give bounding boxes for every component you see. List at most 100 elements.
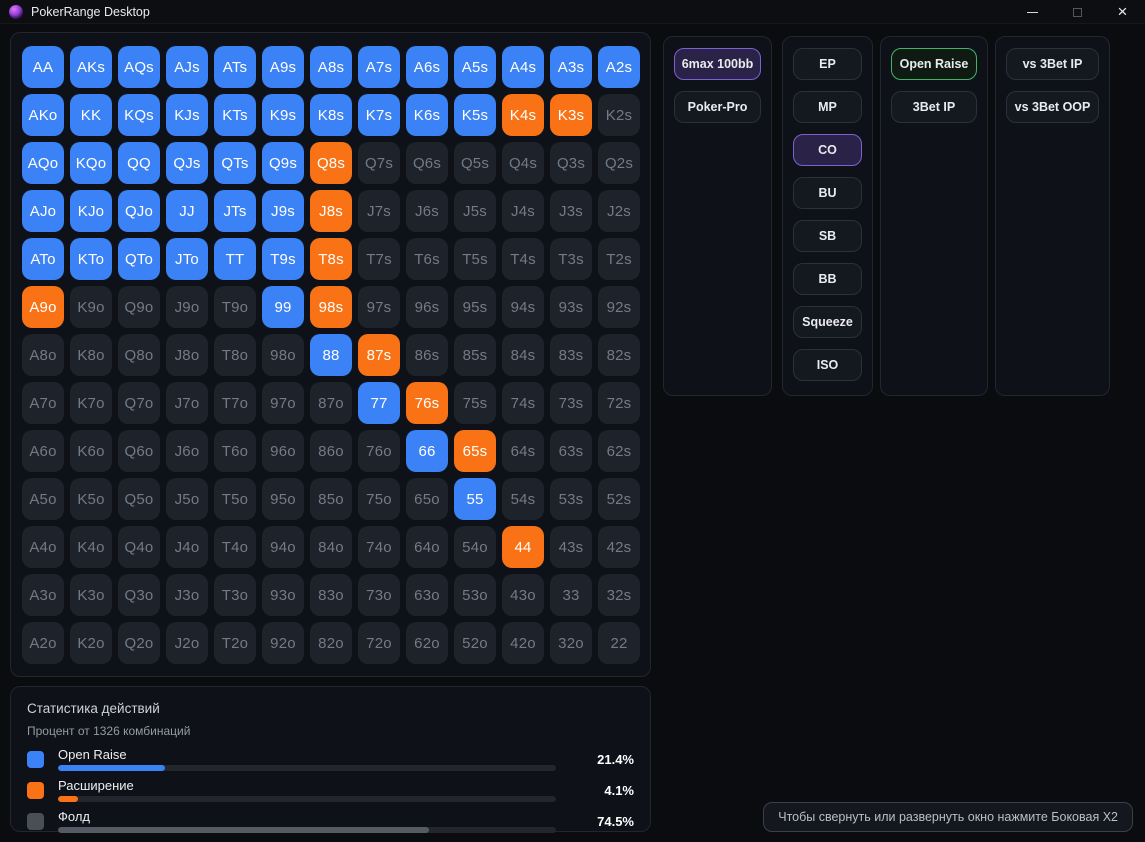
hand-cell-Q8o[interactable]: Q8o bbox=[118, 334, 160, 376]
hand-cell-62s[interactable]: 62s bbox=[598, 430, 640, 472]
hand-cell-42s[interactable]: 42s bbox=[598, 526, 640, 568]
hand-cell-T2s[interactable]: T2s bbox=[598, 238, 640, 280]
hand-cell-Q4o[interactable]: Q4o bbox=[118, 526, 160, 568]
hand-cell-88[interactable]: 88 bbox=[310, 334, 352, 376]
hand-cell-98o[interactable]: 98o bbox=[262, 334, 304, 376]
hand-cell-K4s[interactable]: K4s bbox=[502, 94, 544, 136]
hand-cell-92o[interactable]: 92o bbox=[262, 622, 304, 664]
hand-cell-QJs[interactable]: QJs bbox=[166, 142, 208, 184]
hand-cell-75o[interactable]: 75o bbox=[358, 478, 400, 520]
hand-cell-87o[interactable]: 87o bbox=[310, 382, 352, 424]
hand-cell-T6o[interactable]: T6o bbox=[214, 430, 256, 472]
hand-cell-A6o[interactable]: A6o bbox=[22, 430, 64, 472]
hand-cell-T2o[interactable]: T2o bbox=[214, 622, 256, 664]
ep-button[interactable]: EP bbox=[793, 48, 862, 80]
hand-cell-A3o[interactable]: A3o bbox=[22, 574, 64, 616]
hand-cell-T5s[interactable]: T5s bbox=[454, 238, 496, 280]
hand-cell-J8s[interactable]: J8s bbox=[310, 190, 352, 232]
hand-cell-99[interactable]: 99 bbox=[262, 286, 304, 328]
hand-cell-A9s[interactable]: A9s bbox=[262, 46, 304, 88]
hand-cell-32s[interactable]: 32s bbox=[598, 574, 640, 616]
hand-cell-43o[interactable]: 43o bbox=[502, 574, 544, 616]
hand-cell-Q2s[interactable]: Q2s bbox=[598, 142, 640, 184]
hand-cell-65s[interactable]: 65s bbox=[454, 430, 496, 472]
hand-cell-JTs[interactable]: JTs bbox=[214, 190, 256, 232]
hand-cell-74s[interactable]: 74s bbox=[502, 382, 544, 424]
hand-cell-J5s[interactable]: J5s bbox=[454, 190, 496, 232]
hand-cell-76s[interactable]: 76s bbox=[406, 382, 448, 424]
hand-cell-K2s[interactable]: K2s bbox=[598, 94, 640, 136]
hand-cell-94s[interactable]: 94s bbox=[502, 286, 544, 328]
hand-cell-Q6s[interactable]: Q6s bbox=[406, 142, 448, 184]
hand-cell-KJs[interactable]: KJs bbox=[166, 94, 208, 136]
hand-cell-83s[interactable]: 83s bbox=[550, 334, 592, 376]
hand-cell-T3s[interactable]: T3s bbox=[550, 238, 592, 280]
hand-cell-QTo[interactable]: QTo bbox=[118, 238, 160, 280]
hand-cell-T9o[interactable]: T9o bbox=[214, 286, 256, 328]
hand-cell-T4o[interactable]: T4o bbox=[214, 526, 256, 568]
hand-cell-K3s[interactable]: K3s bbox=[550, 94, 592, 136]
hand-cell-T3o[interactable]: T3o bbox=[214, 574, 256, 616]
hand-cell-J6s[interactable]: J6s bbox=[406, 190, 448, 232]
hand-cell-98s[interactable]: 98s bbox=[310, 286, 352, 328]
hand-cell-A7o[interactable]: A7o bbox=[22, 382, 64, 424]
hand-cell-62o[interactable]: 62o bbox=[406, 622, 448, 664]
hand-cell-73o[interactable]: 73o bbox=[358, 574, 400, 616]
hand-cell-T7o[interactable]: T7o bbox=[214, 382, 256, 424]
hand-cell-Q5s[interactable]: Q5s bbox=[454, 142, 496, 184]
hand-cell-53s[interactable]: 53s bbox=[550, 478, 592, 520]
hand-cell-T7s[interactable]: T7s bbox=[358, 238, 400, 280]
maximize-button[interactable] bbox=[1055, 0, 1100, 24]
hand-cell-65o[interactable]: 65o bbox=[406, 478, 448, 520]
minimize-button[interactable] bbox=[1010, 0, 1055, 24]
hand-cell-Q7o[interactable]: Q7o bbox=[118, 382, 160, 424]
hand-cell-T9s[interactable]: T9s bbox=[262, 238, 304, 280]
mp-button[interactable]: MP bbox=[793, 91, 862, 123]
hand-cell-QQ[interactable]: QQ bbox=[118, 142, 160, 184]
iso-button[interactable]: ISO bbox=[793, 349, 862, 381]
hand-cell-K6o[interactable]: K6o bbox=[70, 430, 112, 472]
hand-cell-J4o[interactable]: J4o bbox=[166, 526, 208, 568]
hand-cell-96s[interactable]: 96s bbox=[406, 286, 448, 328]
hand-cell-74o[interactable]: 74o bbox=[358, 526, 400, 568]
bb-button[interactable]: BB bbox=[793, 263, 862, 295]
hand-cell-K8o[interactable]: K8o bbox=[70, 334, 112, 376]
vs-3bet-ip-button[interactable]: vs 3Bet IP bbox=[1006, 48, 1099, 80]
hand-cell-83o[interactable]: 83o bbox=[310, 574, 352, 616]
hand-cell-K6s[interactable]: K6s bbox=[406, 94, 448, 136]
hand-cell-Q5o[interactable]: Q5o bbox=[118, 478, 160, 520]
hand-cell-K5s[interactable]: K5s bbox=[454, 94, 496, 136]
hand-cell-84o[interactable]: 84o bbox=[310, 526, 352, 568]
hand-cell-94o[interactable]: 94o bbox=[262, 526, 304, 568]
hand-cell-82o[interactable]: 82o bbox=[310, 622, 352, 664]
hand-cell-KJo[interactable]: KJo bbox=[70, 190, 112, 232]
hand-cell-JJ[interactable]: JJ bbox=[166, 190, 208, 232]
hand-cell-85o[interactable]: 85o bbox=[310, 478, 352, 520]
hand-cell-J3o[interactable]: J3o bbox=[166, 574, 208, 616]
hand-cell-A7s[interactable]: A7s bbox=[358, 46, 400, 88]
hand-cell-95s[interactable]: 95s bbox=[454, 286, 496, 328]
hand-cell-75s[interactable]: 75s bbox=[454, 382, 496, 424]
hand-cell-K3o[interactable]: K3o bbox=[70, 574, 112, 616]
hand-cell-Q3o[interactable]: Q3o bbox=[118, 574, 160, 616]
hand-cell-T8o[interactable]: T8o bbox=[214, 334, 256, 376]
hand-cell-K7o[interactable]: K7o bbox=[70, 382, 112, 424]
hand-cell-AJs[interactable]: AJs bbox=[166, 46, 208, 88]
hand-cell-Q4s[interactable]: Q4s bbox=[502, 142, 544, 184]
hand-cell-K8s[interactable]: K8s bbox=[310, 94, 352, 136]
hand-cell-42o[interactable]: 42o bbox=[502, 622, 544, 664]
hand-cell-K9s[interactable]: K9s bbox=[262, 94, 304, 136]
hand-cell-A4o[interactable]: A4o bbox=[22, 526, 64, 568]
hand-cell-TT[interactable]: TT bbox=[214, 238, 256, 280]
hand-cell-AQo[interactable]: AQo bbox=[22, 142, 64, 184]
hand-cell-AKs[interactable]: AKs bbox=[70, 46, 112, 88]
hand-cell-93s[interactable]: 93s bbox=[550, 286, 592, 328]
hand-cell-44[interactable]: 44 bbox=[502, 526, 544, 568]
hand-cell-Q8s[interactable]: Q8s bbox=[310, 142, 352, 184]
hand-cell-66[interactable]: 66 bbox=[406, 430, 448, 472]
hand-cell-54o[interactable]: 54o bbox=[454, 526, 496, 568]
hand-cell-86o[interactable]: 86o bbox=[310, 430, 352, 472]
hand-cell-J7o[interactable]: J7o bbox=[166, 382, 208, 424]
hand-cell-J6o[interactable]: J6o bbox=[166, 430, 208, 472]
hand-cell-T8s[interactable]: T8s bbox=[310, 238, 352, 280]
